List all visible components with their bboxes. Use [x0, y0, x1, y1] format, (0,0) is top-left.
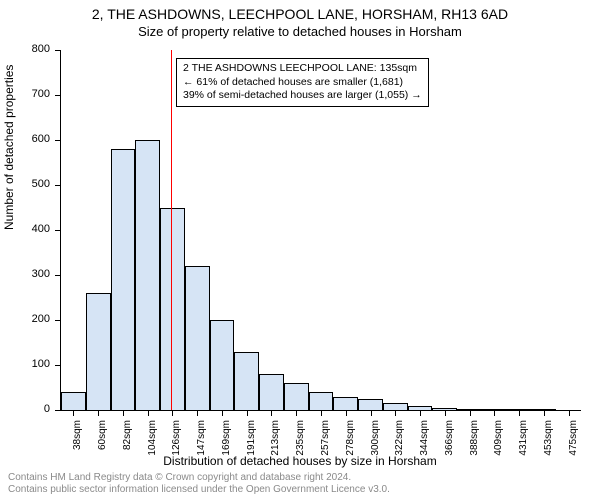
- x-tick: [98, 410, 99, 416]
- x-tick: [519, 410, 520, 416]
- x-tick: [346, 410, 347, 416]
- x-tick-label: 235sqm: [295, 420, 306, 470]
- x-tick-label: 453sqm: [543, 420, 554, 470]
- histogram-bar: [185, 266, 210, 410]
- histogram-bar: [358, 399, 383, 410]
- x-tick-label: 213sqm: [270, 420, 281, 470]
- x-tick: [445, 410, 446, 416]
- credit-text: Contains HM Land Registry data © Crown c…: [8, 472, 390, 496]
- x-tick-label: 82sqm: [122, 420, 133, 470]
- histogram-bar: [333, 397, 358, 411]
- x-tick: [247, 410, 248, 416]
- histogram-bar: [135, 140, 160, 410]
- chart-title-line1: 2, THE ASHDOWNS, LEECHPOOL LANE, HORSHAM…: [0, 6, 600, 22]
- histogram-bar: [259, 374, 284, 410]
- x-tick: [222, 410, 223, 416]
- chart-container: 2, THE ASHDOWNS, LEECHPOOL LANE, HORSHAM…: [0, 0, 600, 500]
- y-tick: [55, 410, 61, 411]
- x-tick: [371, 410, 372, 416]
- x-tick-label: 388sqm: [469, 420, 480, 470]
- y-tick: [55, 140, 61, 141]
- y-tick-label: 600: [0, 133, 50, 145]
- histogram-bar: [210, 320, 235, 410]
- y-tick: [55, 50, 61, 51]
- y-tick-label: 500: [0, 178, 50, 190]
- y-tick: [55, 230, 61, 231]
- x-tick: [544, 410, 545, 416]
- x-tick: [148, 410, 149, 416]
- x-tick: [197, 410, 198, 416]
- x-tick-label: 60sqm: [97, 420, 108, 470]
- x-tick-label: 409sqm: [493, 420, 504, 470]
- x-tick: [123, 410, 124, 416]
- info-box-line1: 2 THE ASHDOWNS LEECHPOOL LANE: 135sqm: [183, 62, 422, 76]
- y-tick-label: 300: [0, 268, 50, 280]
- info-box-line3: 39% of semi-detached houses are larger (…: [183, 89, 422, 103]
- x-tick: [172, 410, 173, 416]
- y-tick: [55, 320, 61, 321]
- y-tick: [55, 365, 61, 366]
- x-tick-label: 322sqm: [394, 420, 405, 470]
- y-tick-label: 100: [0, 358, 50, 370]
- x-tick: [470, 410, 471, 416]
- x-tick: [569, 410, 570, 416]
- x-tick: [296, 410, 297, 416]
- histogram-bar: [160, 208, 185, 411]
- x-tick: [494, 410, 495, 416]
- histogram-bar: [111, 149, 136, 410]
- histogram-bar: [86, 293, 111, 410]
- x-tick-label: 344sqm: [419, 420, 430, 470]
- histogram-bar: [383, 403, 408, 410]
- x-tick-label: 126sqm: [171, 420, 182, 470]
- x-tick: [271, 410, 272, 416]
- x-tick-label: 366sqm: [444, 420, 455, 470]
- x-tick: [73, 410, 74, 416]
- credit-line2: Contains public sector information licen…: [8, 484, 390, 496]
- x-tick-label: 257sqm: [320, 420, 331, 470]
- y-tick: [55, 95, 61, 96]
- x-tick-label: 169sqm: [221, 420, 232, 470]
- histogram-bar: [234, 352, 259, 411]
- x-tick-label: 431sqm: [518, 420, 529, 470]
- histogram-bar: [61, 392, 86, 410]
- y-tick: [55, 275, 61, 276]
- x-tick-label: 300sqm: [370, 420, 381, 470]
- y-tick-label: 800: [0, 43, 50, 55]
- x-tick: [420, 410, 421, 416]
- x-tick: [395, 410, 396, 416]
- y-tick-label: 400: [0, 223, 50, 235]
- x-tick-label: 38sqm: [72, 420, 83, 470]
- x-tick-label: 191sqm: [246, 420, 257, 470]
- x-tick: [321, 410, 322, 416]
- x-tick-label: 104sqm: [147, 420, 158, 470]
- histogram-bar: [284, 383, 309, 410]
- reference-line: [171, 50, 172, 410]
- y-tick-label: 700: [0, 88, 50, 100]
- histogram-bar: [309, 392, 334, 410]
- x-tick-label: 475sqm: [568, 420, 579, 470]
- info-box-line2: ← 61% of detached houses are smaller (1,…: [183, 76, 422, 90]
- credit-line1: Contains HM Land Registry data © Crown c…: [8, 472, 390, 484]
- y-tick-label: 0: [0, 403, 50, 415]
- y-tick-label: 200: [0, 313, 50, 325]
- x-tick-label: 278sqm: [345, 420, 356, 470]
- chart-title-line2: Size of property relative to detached ho…: [0, 24, 600, 39]
- plot-area: 2 THE ASHDOWNS LEECHPOOL LANE: 135sqm← 6…: [60, 50, 581, 411]
- info-box: 2 THE ASHDOWNS LEECHPOOL LANE: 135sqm← 6…: [176, 58, 429, 107]
- x-tick-label: 147sqm: [196, 420, 207, 470]
- y-tick: [55, 185, 61, 186]
